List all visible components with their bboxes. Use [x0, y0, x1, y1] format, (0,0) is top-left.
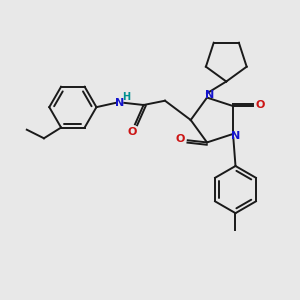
- Text: O: O: [127, 127, 136, 137]
- Text: H: H: [122, 92, 130, 103]
- Text: N: N: [231, 131, 240, 141]
- Text: N: N: [205, 90, 214, 100]
- Text: O: O: [256, 100, 265, 110]
- Text: N: N: [116, 98, 124, 108]
- Text: O: O: [176, 134, 185, 144]
